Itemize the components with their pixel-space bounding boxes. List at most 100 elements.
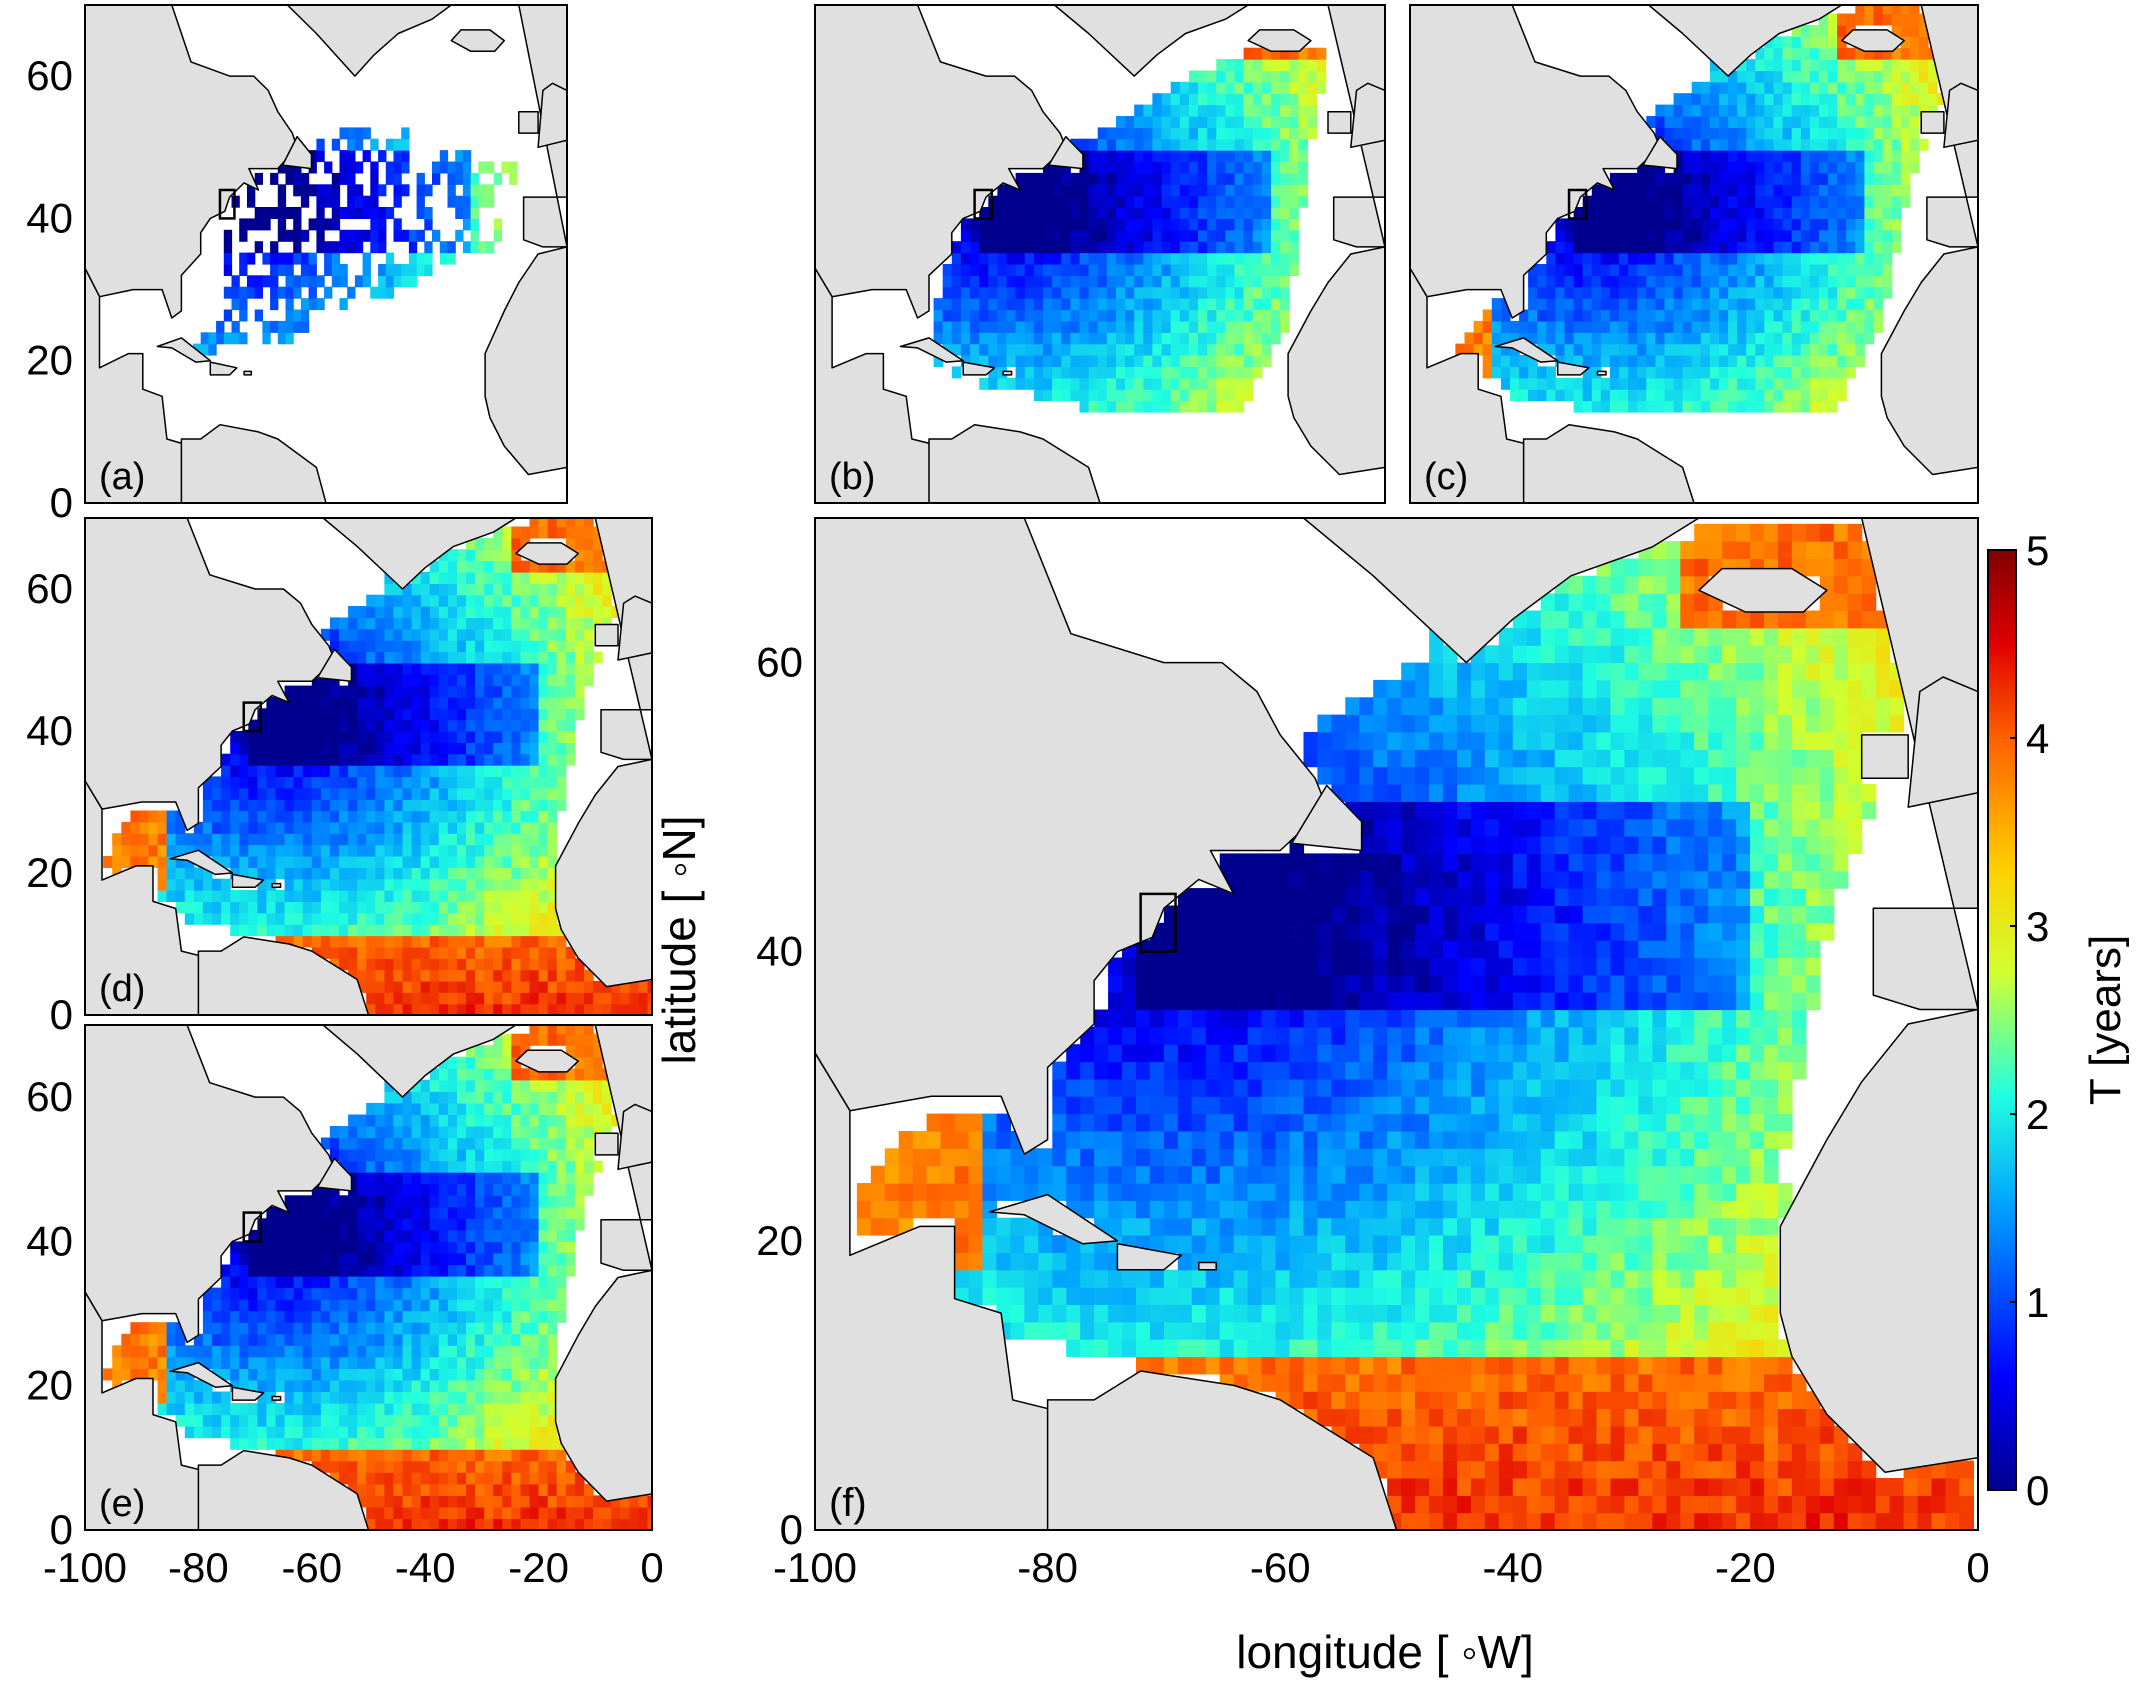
landmass-8 [594,1132,619,1156]
landmass-11 [962,361,996,376]
panel-frame [814,4,1386,504]
y-axis-label: latitude [ ◦N] [653,816,705,1065]
x-tick-label: -20 [508,1544,569,1591]
map-panel-e: (e) [84,1024,653,1531]
landmass-8 [518,110,539,134]
map-panel-f: (f) [814,517,1979,1531]
y-tick-label: 40 [26,1217,73,1264]
y-tick-label: 0 [780,1506,803,1553]
land-masses [815,518,1978,1530]
landmass-5 [484,246,567,476]
landmass-1 [815,267,942,503]
landmass-9 [316,1157,353,1192]
source-region-box [242,701,263,733]
panel-frame [84,517,653,1016]
landmass-6 [1840,29,1905,52]
landmass-2 [928,423,1101,503]
landmass-3 [219,5,453,77]
landmass-3 [973,5,1249,77]
x-tick-label: -60 [281,1544,342,1591]
landmass-9 [281,135,313,170]
map-panel-d: (d) [84,517,653,1016]
x-tick-label: -80 [1017,1544,1078,1591]
landmass-6 [515,542,580,565]
heatmap-cells [856,523,1974,1530]
panel-label: (e) [99,1483,145,1525]
colorbar-tick-label: 4 [2026,715,2049,762]
landmass-5 [1880,246,1978,476]
landmass-10 [169,1361,234,1388]
landmass-1 [815,1052,1072,1530]
landmass-9 [1291,784,1363,852]
landmass-2 [1522,423,1695,503]
colorbar-tick-label: 5 [2026,527,2049,574]
y-tick-label: 60 [26,52,73,99]
y-tick-label: 0 [50,479,73,526]
landmass-7 [617,595,652,661]
landmass-3 [1139,518,1700,664]
landmass-10 [988,1193,1119,1245]
landmass-6 [515,1049,580,1073]
landmass-9 [1047,135,1084,170]
land-masses [1410,5,1978,503]
colorbar-gradient [1987,549,2017,1491]
colorbar-tick-label: 3 [2026,903,2049,950]
colorbar-label: T [years] [2081,935,2130,1105]
landmass-10 [169,849,234,876]
landmass-10 [899,337,964,363]
map-panel-b: (b) [814,4,1386,504]
x-tick-label: -100 [773,1544,857,1591]
heatmap-cells [193,127,518,356]
landmass-2 [197,1449,370,1530]
landmass-12 [1002,370,1013,376]
landmass-1 [85,779,211,1015]
landmass-5 [1779,1008,1978,1473]
y-tick-label: 0 [50,1506,73,1553]
source-region-box [1567,188,1588,220]
map-panel-a: (a) [84,4,568,504]
panel-frame [84,1024,653,1531]
land-masses [85,518,652,1015]
landmass-1 [85,267,192,503]
landmass-7 [537,82,567,149]
y-tick-label: 40 [26,194,73,241]
y-tick-label: 20 [756,1217,803,1264]
landmass-7 [1907,676,1978,808]
source-region-box [218,188,236,220]
landmass-3 [243,1025,517,1098]
landmass-3 [243,518,517,590]
colorbar-ticks: 0 1 2 3 4 5 [2010,527,2049,1514]
landmass-0 [85,1025,336,1344]
landmass-5 [554,1269,652,1502]
landmass-9 [316,648,353,683]
landmass-0 [1410,5,1661,319]
landmass-12 [271,882,282,888]
landmass-0 [85,5,298,319]
x-axis-label: longitude [ ◦W] [1236,1626,1534,1678]
source-region-box [242,1211,263,1243]
landmass-12 [271,1395,282,1401]
x-tick-label: -40 [395,1544,456,1591]
axes-layer: 0 20 40 60 0 20 40 60 0 20 40 60 -100 -80 -60 -40 -20 0 0 2… [26,52,1989,1591]
landmass-8 [1920,110,1945,134]
landmass-1 [1410,267,1536,503]
y-tick-label: 0 [50,991,73,1038]
landmass-6 [1698,567,1828,613]
landmass-1 [85,1291,211,1530]
landmass-5 [1287,246,1385,476]
y-tick-label: 60 [26,1073,73,1120]
landmass-6 [450,29,506,52]
panel-label: (c) [1424,456,1468,498]
landmass-0 [815,5,1067,319]
land-masses [85,1025,652,1530]
x-tick-label: -100 [43,1544,127,1591]
landmass-2 [180,423,327,503]
landmass-12 [1198,1261,1217,1271]
colorbar-tick-label: 0 [2026,1467,2049,1514]
landmass-5 [554,758,652,988]
landmass-7 [1943,82,1978,149]
y-tick-label: 20 [26,849,73,896]
heatmap-cells [103,518,652,1015]
landmass-2 [1046,1370,1398,1530]
landmass-6 [1247,29,1312,52]
